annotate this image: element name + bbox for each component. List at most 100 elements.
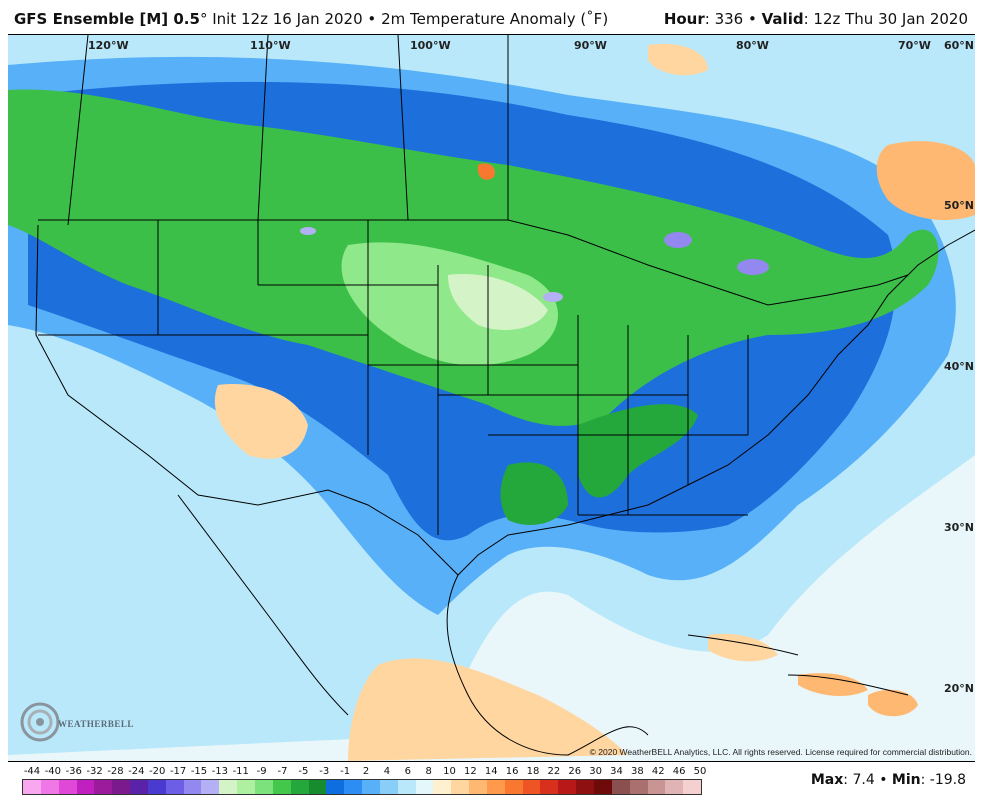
copyright-notice: © 2020 WeatherBELL Analytics, LLC. All r… [589,747,972,757]
hour-value: : 336 [704,10,744,28]
map-canvas [8,35,975,761]
hour-label: Hour [663,10,705,28]
scale-label: 38 [631,766,644,777]
map-borders [35,35,975,756]
scale-label: 14 [484,766,498,777]
us-coastline-border [35,224,975,576]
color-scale-bar [22,779,702,795]
scale-swatch [486,780,505,794]
scale-swatch [540,780,559,794]
scale-swatch [397,780,416,794]
title-left: GFS Ensemble [M] 0.5° Init 12z 16 Jan 20… [14,10,608,28]
anomaly-region-pale-green [448,274,548,330]
scale-label: 42 [651,766,665,777]
anomaly-region-green-south [500,462,568,525]
scale-label: -11 [232,766,249,777]
scale-swatch [611,780,630,794]
anomaly-map: 120°W 110°W 100°W 90°W 80°W 70°W 60°N 50… [8,34,975,762]
scale-swatch [272,780,291,794]
scale-label: 6 [404,766,411,777]
lon-label-100w: 100°W [410,39,451,52]
scale-swatch [594,780,612,794]
lat-label-50n: 50°N [944,199,975,212]
scale-label: -3 [319,766,330,777]
scale-swatch [254,780,273,794]
scale-swatch [147,780,166,794]
separator: • [367,10,377,28]
anomaly-warm-southwest [214,384,308,459]
scale-label: -36 [65,766,82,777]
anomaly-warm-northeast [876,141,975,220]
scale-label: -44 [23,766,41,777]
valid-label: Valid [761,10,804,28]
baja-coast [177,494,349,716]
anomaly-warm-spot [477,163,495,180]
lat-label-60n: 60°N [944,39,975,52]
lon-label-90w: 90°W [574,39,607,52]
scale-label: -5 [298,766,309,777]
scale-label: 30 [589,766,602,777]
logo-swirl-icon [20,702,60,742]
scale-label: -24 [128,766,145,777]
lat-label-40n: 40°N [944,360,975,373]
scale-swatch [665,780,684,794]
lon-label-120w: 120°W [88,39,129,52]
scale-swatch [522,780,541,794]
model-name: GFS Ensemble [M] 0.5 [14,10,200,28]
scale-swatch [219,780,238,794]
max-min-stats: Max: 7.4 • Min: -19.8 [811,772,966,788]
scale-swatch [469,780,487,794]
scale-label: 46 [672,766,686,777]
scale-swatch [40,780,59,794]
scale-swatch [290,780,309,794]
lat-label-20n: 20°N [944,682,975,695]
scale-swatch [415,780,434,794]
scale-swatch [576,780,594,794]
scale-label: 16 [505,766,519,777]
scale-swatch [451,780,470,794]
scale-label: 8 [425,766,432,777]
state-borders-horizontal [38,284,748,516]
anomaly-spot-purple-1 [664,232,692,248]
scale-swatch [344,780,363,794]
scale-label: 18 [526,766,540,777]
scale-label: -20 [149,766,166,777]
min-value: : -19.8 [920,772,966,788]
scale-swatch [130,780,148,794]
anomaly-spot-purple-3 [543,292,563,302]
lat-label-30n: 30°N [944,521,975,534]
degree-symbol: ° [199,10,208,28]
scale-label: 26 [568,766,582,777]
scale-swatch [683,780,702,794]
scale-swatch [58,780,77,794]
scale-swatch [112,780,131,794]
scale-swatch [629,780,648,794]
scale-swatch [647,780,666,794]
scale-swatch [379,780,398,794]
scale-swatch [76,780,95,794]
scale-label: 2 [362,766,370,777]
max-label: Max [810,772,844,788]
scale-swatch [362,780,380,794]
map-header: GFS Ensemble [M] 0.5° Init 12z 16 Jan 20… [0,0,984,34]
scale-swatch [94,780,113,794]
anomaly-spot-purple-2 [737,259,769,275]
canada-province-borders [67,35,509,226]
scale-label: -32 [86,766,103,777]
scale-label: -17 [169,766,187,777]
scale-swatch [23,780,41,794]
valid-value: : 12z Thu 30 Jan 2020 [803,10,968,28]
state-borders-vertical [157,220,749,535]
separator-right: • [748,10,757,28]
title-right: Hour: 336 • Valid: 12z Thu 30 Jan 2020 [664,10,968,28]
anomaly-region-green-southeast [578,404,698,498]
anomaly-spot-purple-4 [300,227,316,235]
scale-swatch [308,780,327,794]
scale-label: 10 [443,766,456,777]
scale-label: -13 [211,766,229,777]
max-value: : 7.4 [843,772,875,788]
scale-label: 34 [610,766,623,777]
anomaly-warm-caribbean-1 [798,673,868,697]
scale-swatch [326,780,345,794]
lon-label-80w: 80°W [736,39,769,52]
